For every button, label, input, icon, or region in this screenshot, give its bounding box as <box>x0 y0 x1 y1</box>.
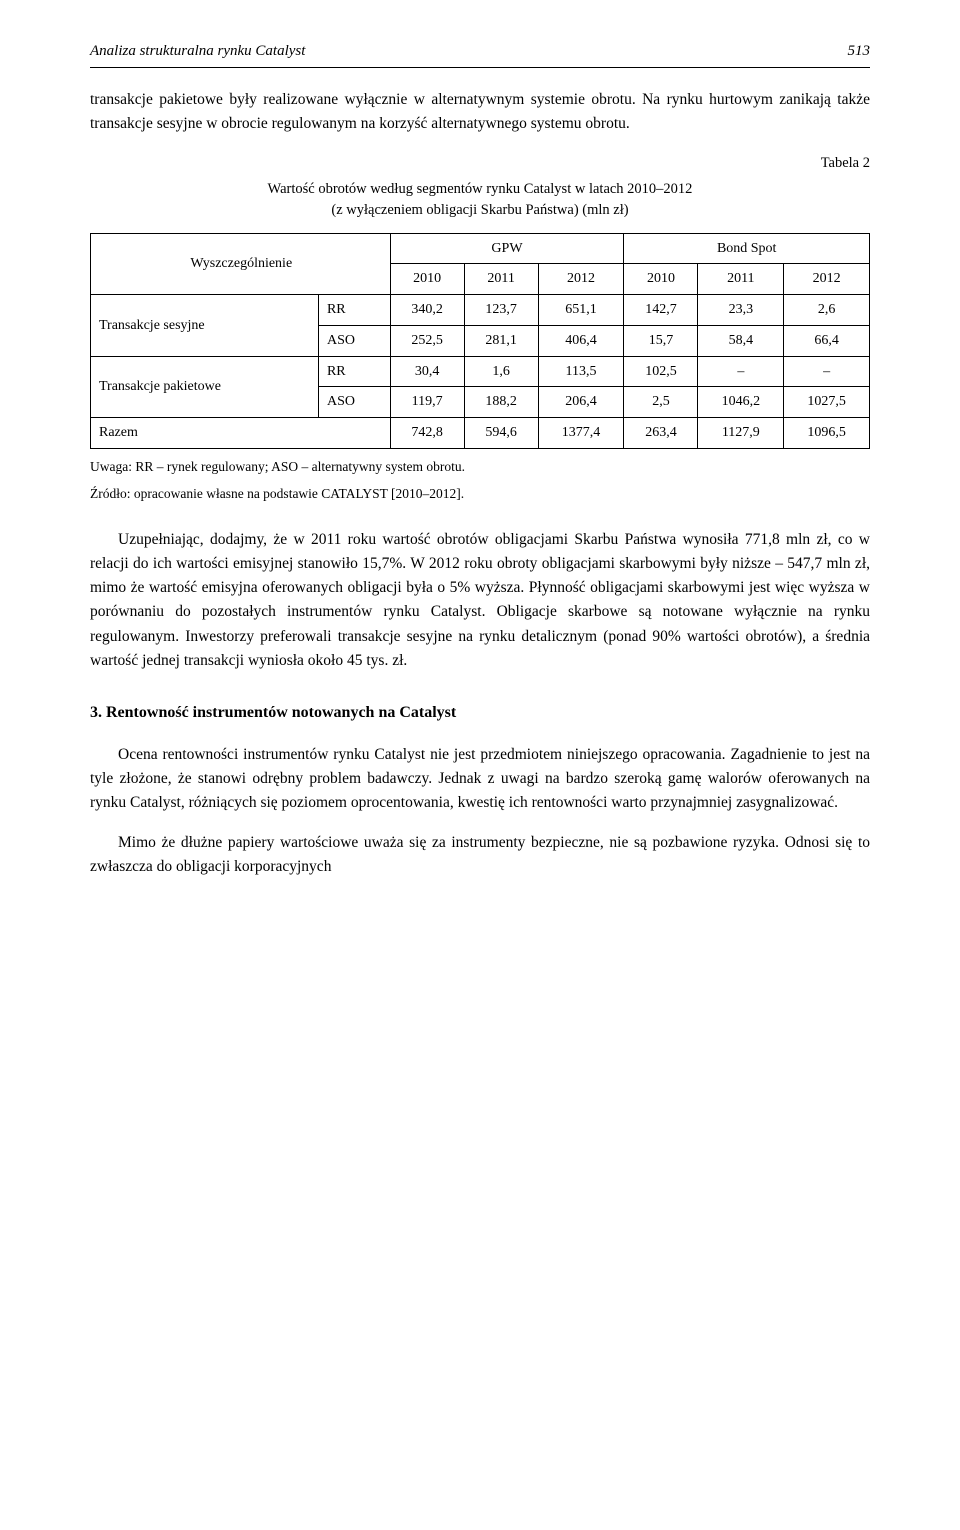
cell: 1,6 <box>464 356 538 387</box>
row-group: Transakcje sesyjne <box>91 295 319 356</box>
header-rule <box>90 67 870 68</box>
table-title-line1: Wartość obrotów według segmentów rynku C… <box>268 181 693 197</box>
page-number: 513 <box>848 40 871 63</box>
cell: – <box>698 356 784 387</box>
cell: 15,7 <box>624 325 698 356</box>
cell: 1127,9 <box>698 417 784 448</box>
cell: 281,1 <box>464 325 538 356</box>
table-source: Źródło: opracowanie własne na podstawie … <box>90 484 870 505</box>
row-sub: RR <box>318 295 390 326</box>
col-year: 2012 <box>784 264 870 295</box>
row-group: Transakcje pakietowe <box>91 356 319 417</box>
row-sub: ASO <box>318 325 390 356</box>
body-paragraph: Ocena rentowności instrumentów rynku Cat… <box>90 743 870 815</box>
cell: 1027,5 <box>784 387 870 418</box>
cell: 23,3 <box>698 295 784 326</box>
cell: 252,5 <box>390 325 464 356</box>
row-group: Razem <box>91 417 391 448</box>
running-header-title: Analiza strukturalna rynku Catalyst <box>90 40 305 63</box>
intro-paragraph: transakcje pakietowe były realizowane wy… <box>90 88 870 136</box>
cell: 58,4 <box>698 325 784 356</box>
cell: 742,8 <box>390 417 464 448</box>
row-sub: RR <box>318 356 390 387</box>
cell: 1377,4 <box>538 417 624 448</box>
col-year: 2011 <box>464 264 538 295</box>
cell: 188,2 <box>464 387 538 418</box>
col-year: 2010 <box>390 264 464 295</box>
table-header-row-1: Wyszczególnienie GPW Bond Spot <box>91 233 870 264</box>
col-group-bond: Bond Spot <box>624 233 870 264</box>
col-year: 2012 <box>538 264 624 295</box>
cell: 123,7 <box>464 295 538 326</box>
cell: 113,5 <box>538 356 624 387</box>
table-note: Uwaga: RR – rynek regulowany; ASO – alte… <box>90 457 870 478</box>
table-row: Transakcje sesyjne RR 340,2 123,7 651,1 … <box>91 295 870 326</box>
body-paragraph: Mimo że dłużne papiery wartościowe uważa… <box>90 831 870 879</box>
table-row: Transakcje pakietowe RR 30,4 1,6 113,5 1… <box>91 356 870 387</box>
cell: 119,7 <box>390 387 464 418</box>
cell: 2,5 <box>624 387 698 418</box>
col-wyszczegolnienie: Wyszczególnienie <box>91 233 391 294</box>
col-year: 2010 <box>624 264 698 295</box>
data-table: Wyszczególnienie GPW Bond Spot 2010 2011… <box>90 233 870 449</box>
cell: 651,1 <box>538 295 624 326</box>
col-group-gpw: GPW <box>390 233 624 264</box>
cell: 66,4 <box>784 325 870 356</box>
table-row-razem: Razem 742,8 594,6 1377,4 263,4 1127,9 10… <box>91 417 870 448</box>
cell: 594,6 <box>464 417 538 448</box>
table-title: Wartość obrotów według segmentów rynku C… <box>90 179 870 221</box>
cell: 1046,2 <box>698 387 784 418</box>
col-year: 2011 <box>698 264 784 295</box>
table-title-line2: (z wyłączeniem obligacji Skarbu Państwa)… <box>331 202 628 218</box>
table-label: Tabela 2 <box>90 152 870 174</box>
cell: 2,6 <box>784 295 870 326</box>
cell: 206,4 <box>538 387 624 418</box>
section-heading: 3. Rentowność instrumentów notowanych na… <box>90 701 870 726</box>
body-paragraph: Uzupełniając, dodajmy, że w 2011 roku wa… <box>90 528 870 672</box>
cell: 263,4 <box>624 417 698 448</box>
cell: 340,2 <box>390 295 464 326</box>
cell: 1096,5 <box>784 417 870 448</box>
cell: 30,4 <box>390 356 464 387</box>
cell: 102,5 <box>624 356 698 387</box>
cell: 142,7 <box>624 295 698 326</box>
cell: – <box>784 356 870 387</box>
cell: 406,4 <box>538 325 624 356</box>
row-sub: ASO <box>318 387 390 418</box>
